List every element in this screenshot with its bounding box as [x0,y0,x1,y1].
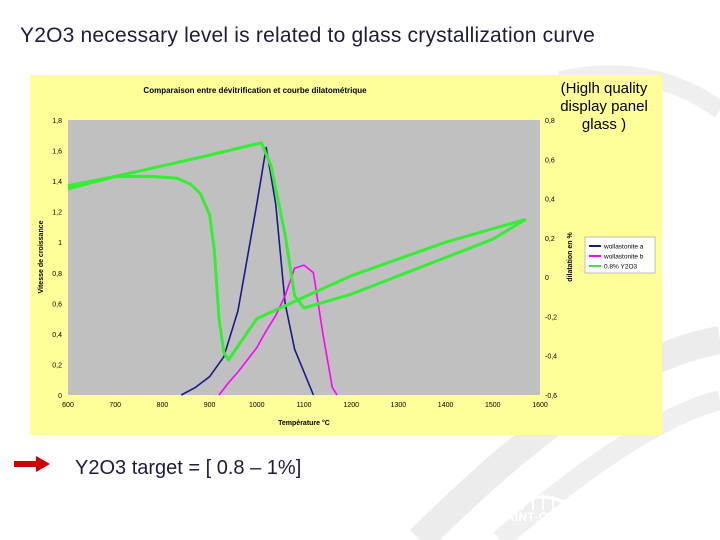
y2-axis-label: dilatation en % [567,232,574,282]
series-line [218,264,338,396]
y-tick-label: 0,4 [52,332,62,339]
x-tick-label: 1400 [438,402,454,409]
x-tick-label: 1000 [249,402,265,409]
x-tick-label: 1100 [296,402,311,409]
y2-tick-label: 0,2 [545,236,555,243]
legend-label: wollastonite b [603,254,644,261]
x-tick-label: 1300 [391,402,407,409]
x-tick-label: 800 [157,402,169,409]
y2-tick-label: 0,4 [545,197,555,204]
y-tick-label: 1 [58,240,62,247]
arrow-right-icon [14,456,50,472]
y-tick-label: 1,8 [52,118,62,125]
y2-tick-label: 0 [545,275,549,282]
saint-gobain-logo: SAINT-GOBAIN [488,488,598,528]
chart-panel: Comparaison entre dévitrification et cou… [30,75,662,435]
y-tick-label: 0 [58,393,62,400]
legend-label: wollastonite a [603,244,644,251]
chart: Comparaison entre dévitrification et cou… [38,86,656,427]
glass-quality-note: (Higlh quality display panel glass ) [560,80,648,133]
logo-text: SAINT-GOBAIN [497,510,589,524]
x-tick-label: 1500 [485,402,501,409]
y-axis-label: Vitesse de croissance [38,220,45,293]
x-tick-label: 700 [109,402,121,409]
y-tick-label: 0,6 [52,301,62,308]
y2-tick-label: 0,8 [545,118,555,125]
x-tick-label: 1200 [343,402,359,409]
logo-arch-icon [512,494,574,510]
chart-title: Comparaison entre dévitrification et cou… [143,86,367,95]
y2-tick-label: -0,4 [545,354,557,361]
x-tick-label: 900 [204,402,216,409]
y2-tick-label: 0,6 [545,157,555,164]
x-tick-label: 1600 [532,402,548,409]
y-tick-label: 0,2 [52,362,62,369]
y-tick-label: 1,6 [52,149,62,156]
series-line [67,141,527,310]
series-line [67,175,527,362]
y2o3-target-text: Y2O3 target = [ 0.8 – 1%] [75,457,302,479]
legend-label: 0.8% Y2O3 [604,264,638,271]
y-tick-label: 0,8 [52,271,62,278]
y-tick-label: 1,4 [52,179,62,186]
x-tick-label: 600 [62,402,74,409]
plot-area [68,120,540,395]
slide-title: Y2O3 necessary level is related to glass… [20,24,595,47]
series-line [180,146,315,396]
y2-tick-label: -0,2 [545,314,557,321]
y2-tick-label: -0,6 [545,393,557,400]
y-tick-label: 1,2 [52,210,62,217]
x-axis-label: Température °C [278,419,330,427]
